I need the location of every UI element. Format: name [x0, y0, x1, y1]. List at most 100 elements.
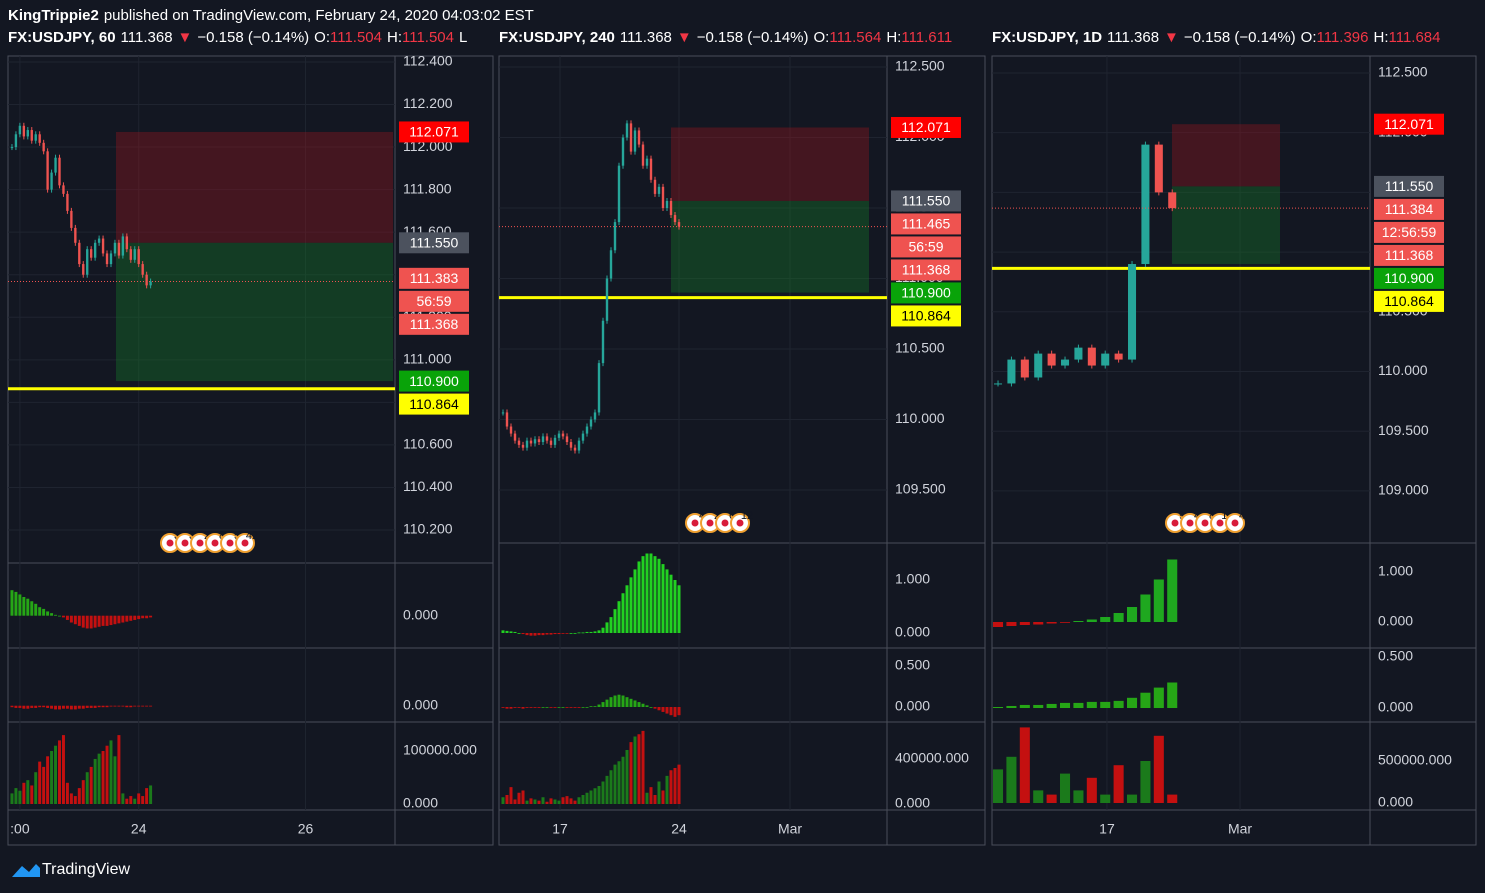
histogram-bar — [605, 622, 609, 633]
price-badge — [891, 116, 961, 138]
histogram-bar — [105, 615, 109, 626]
histogram-bar — [993, 622, 1004, 627]
volume-bar — [105, 745, 109, 804]
histogram-bar — [1046, 703, 1057, 709]
histogram-bar — [1113, 700, 1124, 709]
histogram-bar — [521, 707, 525, 709]
histogram-bar — [653, 556, 657, 633]
candle — [625, 123, 629, 138]
histogram-bar — [597, 630, 601, 633]
histogram-bar — [141, 615, 145, 619]
candle — [30, 130, 33, 141]
histogram-bar — [42, 705, 46, 708]
histogram-bar — [93, 615, 97, 628]
volume-bar — [593, 788, 597, 805]
histogram-bar — [501, 630, 505, 633]
x-tick-label: 26 — [298, 821, 314, 837]
event-count: 11 — [1221, 510, 1232, 522]
histogram-bar — [593, 706, 597, 708]
price-badge-label: 110.900 — [1384, 270, 1434, 286]
histogram-bar — [1073, 621, 1084, 622]
event-count: 3 — [174, 530, 180, 542]
histogram-bar — [677, 707, 681, 716]
histogram-bar — [1073, 702, 1084, 709]
histogram-bar — [113, 615, 117, 625]
histogram-bar — [513, 707, 517, 708]
price-badge — [399, 290, 469, 312]
legend-arrow: ▼ — [178, 29, 193, 46]
candle — [133, 249, 136, 260]
y-tick-label: 111.000 — [403, 351, 452, 367]
candle — [621, 137, 625, 166]
histogram-bar — [621, 593, 625, 633]
histogram-bar — [69, 615, 73, 623]
brand: TradingView — [42, 861, 130, 878]
price-badge — [891, 236, 961, 258]
legend: FX:USDJPY, 60 111.368 ▼ −0.158 (−0.14%) O:11… — [8, 29, 467, 46]
y-tick-label: 109.500 — [1378, 422, 1429, 438]
candle — [121, 236, 125, 256]
candle — [561, 433, 565, 437]
event-dot — [1171, 519, 1179, 527]
histogram-bar — [50, 613, 54, 616]
candle — [42, 142, 45, 152]
histogram-bar — [50, 705, 54, 709]
candle — [641, 144, 645, 166]
candle — [117, 242, 121, 256]
y-tick-label: 110.500 — [895, 340, 945, 356]
candle — [601, 320, 605, 364]
histogram-bar — [58, 705, 61, 710]
histogram-bar — [18, 705, 22, 708]
histogram-bar — [133, 705, 137, 707]
x-tick-label: 17 — [552, 821, 568, 837]
volume-bar — [54, 745, 58, 804]
histogram-bar — [629, 698, 633, 708]
legend-change: −0.158 (−0.14%) — [197, 29, 309, 46]
price-badge — [399, 313, 469, 335]
histogram-bar — [589, 706, 593, 708]
volume-bar — [1167, 794, 1178, 804]
price-badge-label: 12:56:59 — [1382, 224, 1437, 240]
y-tick-label: 0.000 — [403, 696, 438, 712]
candle — [653, 179, 657, 194]
header: KingTrippie2 published on TradingView.com… — [8, 7, 534, 24]
candle — [113, 242, 117, 254]
volume-bar — [621, 756, 625, 804]
candle — [1168, 192, 1177, 209]
price-badge — [891, 213, 961, 235]
volume-bar — [73, 796, 77, 804]
volume-bar — [1086, 777, 1097, 804]
candle — [585, 426, 589, 434]
price-badge-label: 111.550 — [410, 235, 459, 251]
volume-bar — [1033, 790, 1044, 803]
legend-symbol: FX:USDJPY, 240 — [499, 29, 615, 46]
histogram-bar — [537, 707, 541, 708]
volume-bar — [42, 766, 46, 804]
volume-bar — [61, 735, 65, 804]
histogram-bar — [673, 579, 677, 633]
candle — [661, 186, 665, 208]
histogram-bar — [10, 590, 14, 616]
candle — [541, 436, 545, 443]
volume-bar — [561, 797, 565, 805]
histogram-bar — [97, 705, 101, 708]
candle — [22, 125, 26, 137]
volume-bar — [649, 787, 653, 805]
candle — [141, 264, 144, 275]
histogram-bar — [513, 631, 517, 633]
legend: FX:USDJPY, 1D 111.368 ▼ −0.158 (−0.14%) O:11… — [992, 29, 1441, 46]
histogram-bar — [89, 615, 93, 629]
price-badge-label: 110.864 — [1384, 293, 1434, 309]
volume-bar — [573, 800, 577, 805]
histogram-bar — [665, 707, 669, 714]
candle — [74, 227, 77, 243]
histogram-bar — [1033, 704, 1044, 709]
volume-bar — [505, 795, 509, 805]
candle — [38, 134, 41, 143]
histogram-bar — [557, 707, 561, 708]
histogram-bar — [117, 705, 121, 707]
y-tick-label: 0.000 — [895, 795, 930, 811]
legend-open: 111.396 — [1317, 29, 1369, 46]
volume-bar — [10, 793, 14, 804]
